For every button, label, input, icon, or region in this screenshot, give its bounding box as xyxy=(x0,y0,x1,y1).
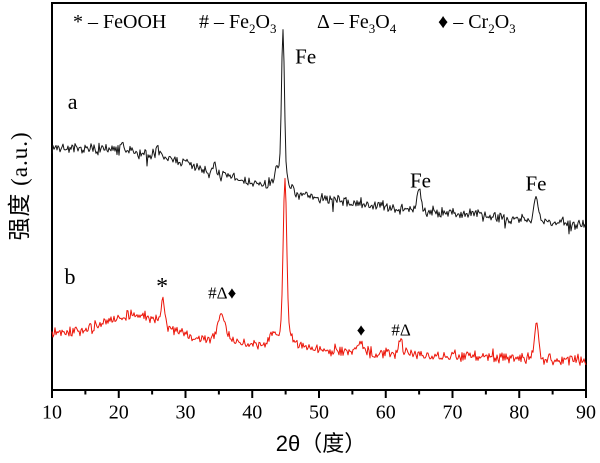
legend-compound: FeOOH xyxy=(103,11,167,33)
subscript: 3 xyxy=(368,21,376,36)
subscript: 2 xyxy=(249,21,256,36)
x-tick-label: 10 xyxy=(42,401,62,424)
x-tick-label: 60 xyxy=(375,401,396,424)
x-tick-label: 40 xyxy=(242,401,263,424)
legend-item-cr2o3: ♦ – Cr2O3 xyxy=(438,11,516,37)
subscript: 2 xyxy=(488,21,495,36)
annotation-symbol: ♦ xyxy=(356,320,366,340)
x-tick-label: 50 xyxy=(309,401,329,424)
annotation-series: b xyxy=(64,264,76,289)
x-tick-label: 30 xyxy=(175,401,196,424)
subscript: 3 xyxy=(509,21,516,36)
x-tick-label: 70 xyxy=(442,401,463,424)
legend-compound: Cr2O3 xyxy=(468,11,516,36)
legend-item-feooh: * – FeOOH xyxy=(73,11,166,34)
annotation-element: Fe xyxy=(525,171,547,196)
annotation-symbol-big: * xyxy=(156,274,169,300)
legend-symbol: ♦ – xyxy=(438,11,469,33)
legend-item-fe3o4: Δ – Fe3O4 xyxy=(317,11,396,37)
x-tick-label: 20 xyxy=(108,401,129,424)
y-axis-label: 强度 (a.u.) xyxy=(7,131,32,241)
series-b-curve xyxy=(51,177,587,366)
x-axis-label: 2θ（度） xyxy=(275,431,367,456)
plot-border xyxy=(51,2,587,391)
annotation-element: Fe xyxy=(409,168,431,193)
subscript: 3 xyxy=(269,21,277,36)
series-a-curve xyxy=(51,29,587,235)
legend-item-fe2o3: # – Fe2O3 xyxy=(199,11,276,37)
annotation-series: a xyxy=(67,89,78,114)
x-tick-label: 80 xyxy=(509,401,530,424)
legend-symbol: * – xyxy=(73,11,103,33)
legend-compound: Fe3O4 xyxy=(348,11,397,36)
legend-compound: Fe2O3 xyxy=(229,11,277,36)
x-tick-label: 90 xyxy=(576,401,596,424)
subscript: 4 xyxy=(389,21,397,36)
annotation-element: Fe xyxy=(295,44,317,69)
annotation-symbol: #Δ xyxy=(391,320,411,340)
annotation-symbol: #Δ♦ xyxy=(208,283,237,303)
legend-symbol: Δ – xyxy=(317,11,349,33)
legend-symbol: # – xyxy=(199,11,229,33)
